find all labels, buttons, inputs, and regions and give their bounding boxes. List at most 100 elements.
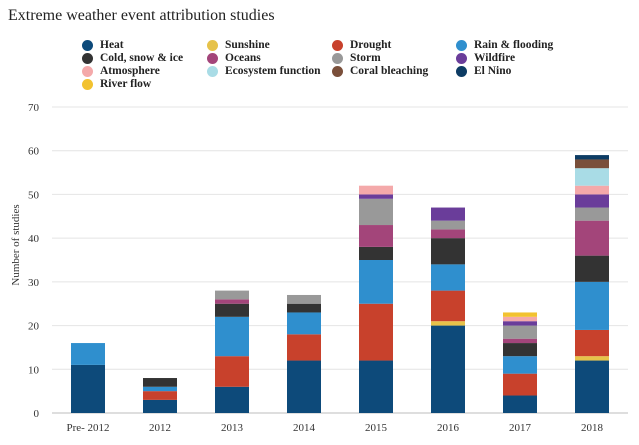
y-tick-label: 10 (28, 364, 40, 376)
x-tick-label: 2016 (437, 422, 460, 434)
x-tick-label: 2017 (509, 422, 532, 434)
bar-2018-sunshine (575, 356, 609, 361)
y-tick-label: 30 (28, 277, 40, 289)
legend-item-wildfire: Wildfire (456, 51, 515, 65)
gridlines (52, 106, 628, 414)
bar-2018-atmosphere (575, 185, 609, 195)
bar-2015-cold-snow-ice (359, 246, 393, 260)
legend-swatch-storm (332, 52, 343, 64)
legend-label-oceans: Oceans (225, 52, 261, 64)
legend-swatch-river-flow (82, 78, 93, 90)
bar-2013-storm (215, 290, 249, 300)
bar-2014-drought (287, 334, 321, 361)
legend-item-rain-flooding: Rain & flooding (456, 38, 553, 52)
bar-2018-drought (575, 329, 609, 357)
y-tick-label: 20 (28, 321, 40, 333)
x-tick-label: Pre- 2012 (66, 422, 109, 434)
bar-2013-rain-flooding (215, 316, 249, 357)
bar-2016-heat (431, 325, 465, 413)
bar-2018-ecosystem-function (575, 168, 609, 186)
bar-2015-oceans (359, 225, 393, 247)
y-axis-label: Number of studies (10, 204, 22, 285)
bar-2012-heat (143, 399, 177, 413)
bar-2012-rain-flooding (143, 386, 177, 392)
legend-swatch-rain-flooding (456, 39, 467, 51)
legend-label-cold-snow-ice: Cold, snow & ice (100, 52, 184, 64)
legend-swatch-oceans (207, 52, 218, 64)
legend-item-storm: Storm (332, 51, 381, 65)
legend-label-sunshine: Sunshine (225, 39, 270, 51)
axis-ticks: 0 10 20 30 40 50 60 70 Pre- 2012 2012 2013 2014 2015… (28, 102, 604, 434)
legend-swatch-drought (332, 39, 343, 51)
y-tick-label: 70 (28, 102, 40, 114)
bar-2015-rain-flooding (359, 260, 393, 304)
legend-item-el-nino: El Nino (456, 64, 511, 78)
bars (71, 155, 609, 413)
bar-2013-cold-snow-ice (215, 303, 249, 317)
legend-item-oceans: Oceans (207, 51, 261, 65)
bar-2018-coral-bleaching (575, 159, 609, 169)
bar-2014-storm (287, 294, 321, 304)
bar-2014-heat (287, 360, 321, 413)
bar-2014-cold-snow-ice (287, 303, 321, 313)
x-tick-label: 2014 (293, 422, 316, 434)
legend-item-sunshine: Sunshine (207, 38, 270, 52)
bar-2013-oceans (215, 299, 249, 304)
bar-2015-drought (359, 303, 393, 361)
bar-2017-rain-flooding (503, 356, 537, 374)
bar-pre-2012-rain-flooding (71, 343, 105, 365)
y-tick-label: 50 (28, 189, 40, 201)
bar-2016-cold-snow-ice (431, 238, 465, 265)
legend-label-el-nino: El Nino (474, 65, 512, 77)
legend-item-cold-snow-ice: Cold, snow & ice (82, 51, 183, 65)
bar-2012-cold-snow-ice (143, 378, 177, 387)
bar-2018-heat (575, 360, 609, 413)
bar-2016-rain-flooding (431, 264, 465, 291)
x-tick-label: 2013 (221, 422, 244, 434)
legend-label-coral-bleaching: Coral bleaching (350, 65, 429, 77)
chart-title: Extreme weather event attribution studie… (8, 7, 275, 24)
legend-item-coral-bleaching: Coral bleaching (332, 64, 428, 78)
bar-2017-storm (503, 325, 537, 339)
x-tick-label: 2012 (149, 422, 171, 434)
legend-label-river-flow: River flow (100, 78, 152, 90)
legend-label-ecosystem-function: Ecosystem function (225, 65, 321, 77)
legend-swatch-cold-snow-ice (82, 52, 93, 64)
legend-label-drought: Drought (350, 39, 392, 51)
x-tick-label: 2018 (581, 422, 604, 434)
legend-item-atmosphere: Atmosphere (82, 64, 160, 78)
y-tick-label: 60 (28, 146, 40, 158)
bar-2018-oceans (575, 220, 609, 256)
bar-2016-oceans (431, 229, 465, 239)
bar-2018-storm (575, 207, 609, 221)
bar-2016-drought (431, 290, 465, 322)
bar-2017-atmosphere (503, 316, 537, 322)
legend-label-atmosphere: Atmosphere (100, 65, 160, 77)
x-tick-label: 2015 (365, 422, 388, 434)
legend-item-river-flow: River flow (82, 77, 151, 91)
y-tick-label: 40 (28, 233, 40, 245)
legend-label-heat: Heat (100, 39, 124, 51)
legend-swatch-wildfire (456, 52, 467, 64)
bar-2014-rain-flooding (287, 312, 321, 335)
bar-2015-atmosphere (359, 185, 393, 195)
bar-2017-oceans (503, 338, 537, 344)
bar-2017-heat (503, 395, 537, 413)
legend-label-rain-flooding: Rain & flooding (474, 39, 554, 51)
bar-pre-2012-heat (71, 364, 105, 413)
bar-2018-el-nino (575, 155, 609, 160)
bar-2017-cold-snow-ice (503, 343, 537, 357)
legend-swatch-sunshine (207, 39, 218, 51)
bar-2017-wildfire (503, 321, 537, 326)
legend-swatch-coral-bleaching (332, 65, 343, 77)
bar-2015-wildfire (359, 194, 393, 199)
bar-2018-cold-snow-ice (575, 255, 609, 282)
legend-swatch-el-nino (456, 65, 467, 77)
bar-2013-heat (215, 386, 249, 413)
legend-swatch-atmosphere (82, 65, 93, 77)
legend-item-heat: Heat (82, 38, 124, 52)
bar-2016-storm (431, 220, 465, 230)
bar-2016-wildfire (431, 207, 465, 221)
